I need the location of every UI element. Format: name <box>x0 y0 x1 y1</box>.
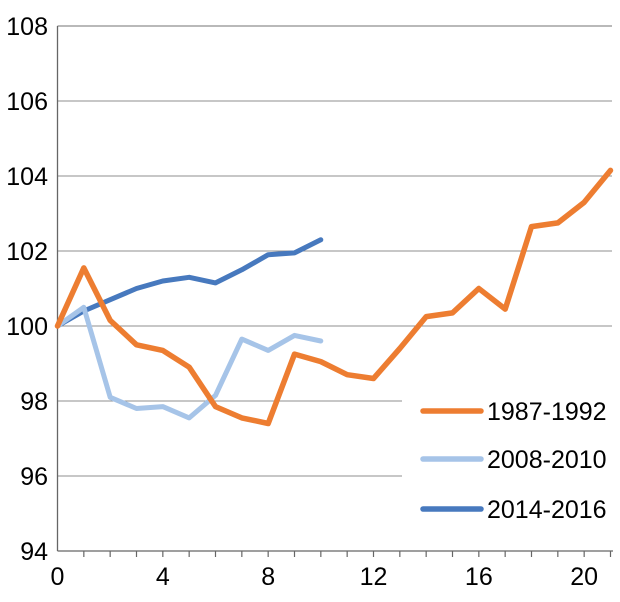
x-tick-label: 12 <box>360 563 388 591</box>
legend-label: 2008-2010 <box>487 446 607 474</box>
x-tick-label: 16 <box>465 563 493 591</box>
x-tick-label: 0 <box>51 563 65 591</box>
y-tick-label: 104 <box>6 163 48 191</box>
y-tick-label: 96 <box>20 463 48 491</box>
x-tick-label: 8 <box>261 563 275 591</box>
y-tick-label: 106 <box>6 88 48 116</box>
series-line-2008-2010 <box>55 304 324 421</box>
legend-label: 2014-2016 <box>487 496 607 524</box>
y-tick-label: 98 <box>20 388 48 416</box>
y-tick-label: 94 <box>20 538 48 566</box>
x-tick-label: 20 <box>570 563 598 591</box>
y-tick-label: 102 <box>6 238 48 266</box>
legend-label: 1987-1992 <box>487 398 607 426</box>
series-line-2014-2016 <box>55 237 324 329</box>
series-line-1987-1992 <box>54 167 614 427</box>
y-tick-label: 108 <box>6 13 48 41</box>
x-tick-label: 4 <box>156 563 170 591</box>
y-tick-label: 100 <box>6 313 48 341</box>
